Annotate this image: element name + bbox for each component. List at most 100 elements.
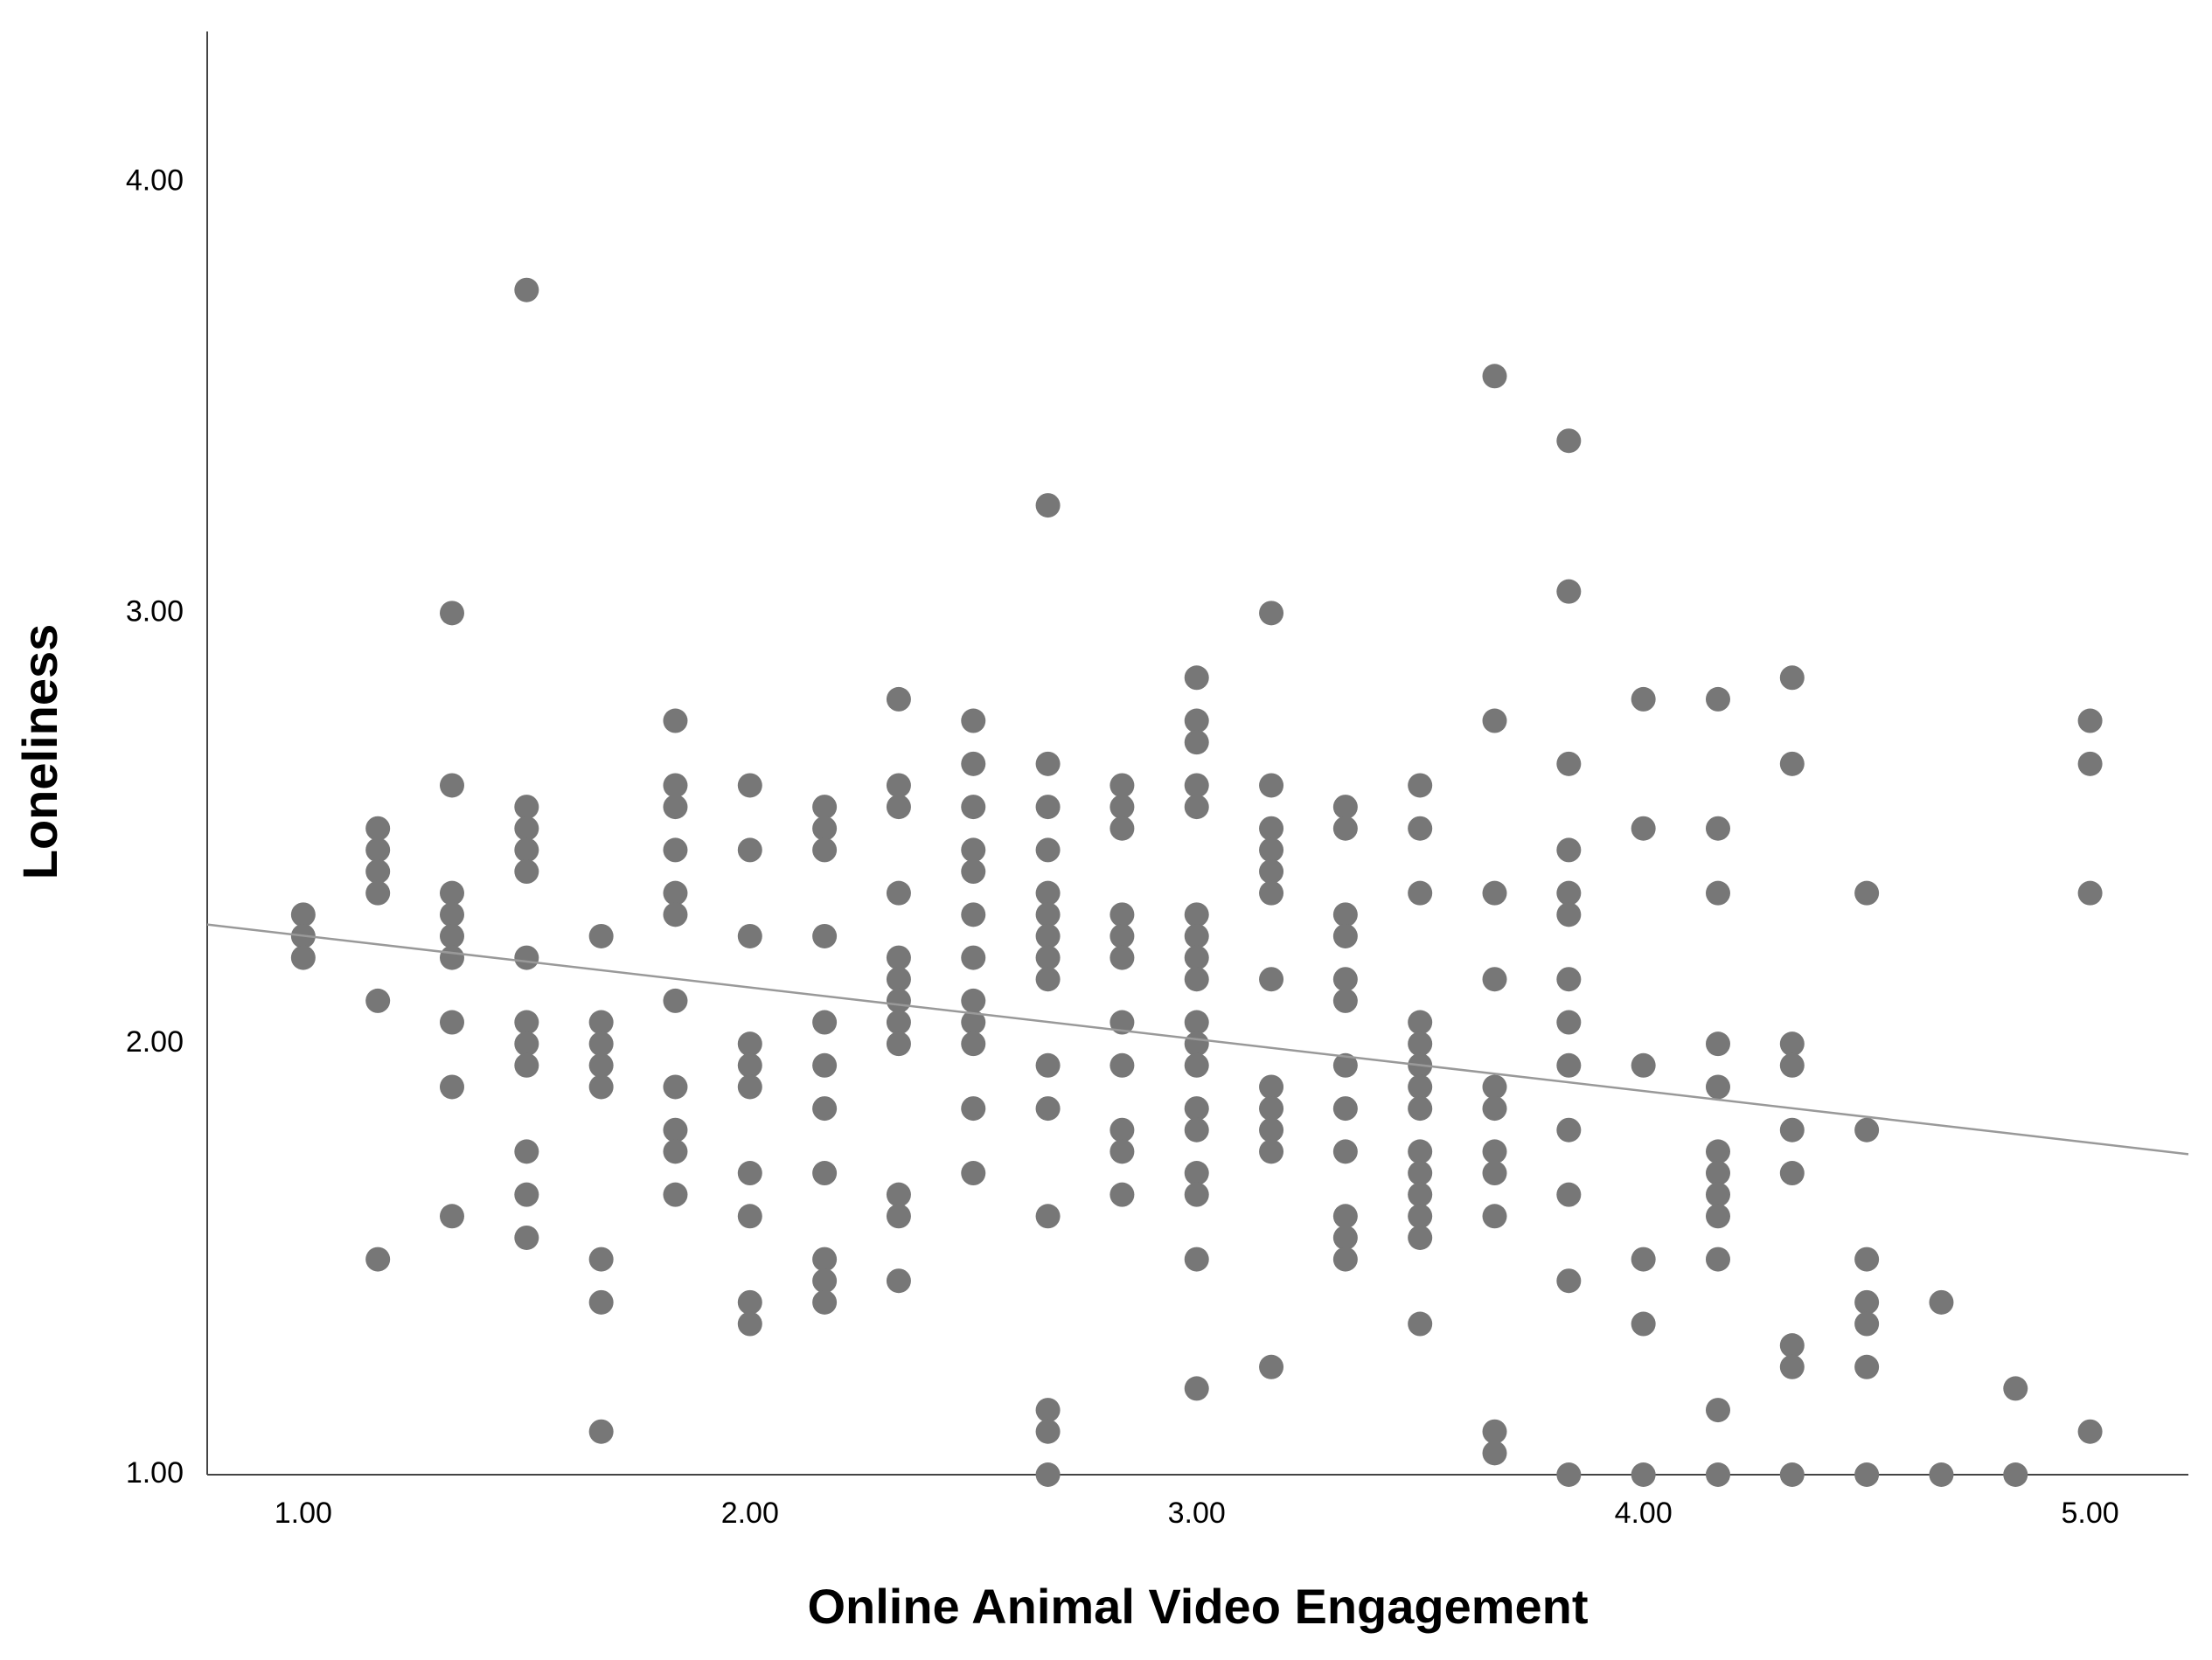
- data-point: [588, 1289, 614, 1315]
- data-point: [663, 1182, 688, 1207]
- data-point: [588, 1419, 614, 1444]
- data-point: [1631, 816, 1656, 841]
- data-point: [886, 795, 911, 820]
- data-point: [1408, 1311, 1433, 1337]
- data-point: [1556, 967, 1582, 992]
- data-point: [1705, 1204, 1730, 1229]
- data-point: [1184, 773, 1209, 798]
- data-point: [439, 923, 464, 948]
- data-point: [2077, 880, 2103, 906]
- data-point: [663, 902, 688, 927]
- data-point: [663, 837, 688, 863]
- data-point: [1184, 1096, 1209, 1122]
- data-point: [1259, 880, 1284, 906]
- y-tick-label: 1.00: [126, 1456, 184, 1490]
- data-point: [1556, 1117, 1582, 1143]
- data-point: [1035, 1398, 1061, 1423]
- data-point: [886, 1010, 911, 1035]
- data-point: [886, 686, 911, 712]
- data-point: [365, 988, 391, 1013]
- data-point: [663, 880, 688, 906]
- data-point: [1408, 1204, 1433, 1229]
- data-point: [737, 773, 762, 798]
- data-point: [1109, 816, 1135, 841]
- data-point: [439, 1074, 464, 1100]
- data-point: [1408, 1139, 1433, 1164]
- data-point: [1854, 880, 1880, 906]
- data-point: [514, 1031, 539, 1057]
- data-point: [1109, 1010, 1135, 1035]
- data-point: [1705, 1074, 1730, 1100]
- data-point: [1779, 1462, 1805, 1487]
- data-point: [1705, 1247, 1730, 1272]
- data-point: [1184, 923, 1209, 948]
- data-point: [1035, 1419, 1061, 1444]
- data-point: [961, 859, 986, 885]
- data-point: [1332, 923, 1358, 948]
- data-point: [1408, 1225, 1433, 1250]
- data-point: [886, 773, 911, 798]
- data-point: [439, 1010, 464, 1035]
- data-point: [1035, 902, 1061, 927]
- data-point: [1259, 601, 1284, 626]
- data-point: [1184, 1247, 1209, 1272]
- data-point: [1408, 1074, 1433, 1100]
- data-point: [588, 1247, 614, 1272]
- data-point: [1705, 1161, 1730, 1186]
- y-tick-label: 3.00: [126, 594, 184, 628]
- data-point: [663, 773, 688, 798]
- data-point: [1332, 1096, 1358, 1122]
- x-axis-title: Online Animal Video Engagement: [807, 1579, 1588, 1634]
- data-point: [1184, 795, 1209, 820]
- data-point: [514, 277, 539, 302]
- x-tick-label: 4.00: [1615, 1497, 1673, 1530]
- data-point: [290, 902, 316, 927]
- data-point: [1854, 1247, 1880, 1272]
- data-point: [1408, 1031, 1433, 1057]
- data-point: [1408, 773, 1433, 798]
- data-point: [1631, 1462, 1656, 1487]
- data-point: [1556, 1052, 1582, 1078]
- data-point: [1184, 1376, 1209, 1401]
- data-point: [1184, 945, 1209, 970]
- data-point: [1631, 1311, 1656, 1337]
- data-point: [961, 902, 986, 927]
- data-point: [1408, 1161, 1433, 1186]
- x-tick-label: 2.00: [721, 1497, 779, 1530]
- data-point: [1854, 1311, 1880, 1337]
- data-point: [514, 859, 539, 885]
- data-point: [1035, 493, 1061, 518]
- data-point: [1408, 1096, 1433, 1122]
- data-point: [812, 795, 838, 820]
- data-point: [737, 837, 762, 863]
- data-point: [1035, 945, 1061, 970]
- data-point: [1259, 837, 1284, 863]
- data-point: [514, 945, 539, 970]
- data-point: [737, 1161, 762, 1186]
- data-point: [1184, 1052, 1209, 1078]
- data-point: [1556, 1462, 1582, 1487]
- data-point: [1779, 751, 1805, 776]
- data-point: [737, 1289, 762, 1315]
- data-point: [1332, 1052, 1358, 1078]
- data-point: [1482, 1139, 1507, 1164]
- data-point: [1184, 1031, 1209, 1057]
- data-point: [1779, 1161, 1805, 1186]
- data-point: [1035, 923, 1061, 948]
- data-point: [1332, 988, 1358, 1013]
- data-point: [1408, 1182, 1433, 1207]
- data-point: [1854, 1354, 1880, 1379]
- data-point: [1035, 1052, 1061, 1078]
- data-point: [1408, 816, 1433, 841]
- data-point: [514, 816, 539, 841]
- data-point: [1408, 880, 1433, 906]
- data-point: [290, 945, 316, 970]
- data-point: [1332, 1247, 1358, 1272]
- data-point: [1259, 967, 1284, 992]
- data-point: [1332, 816, 1358, 841]
- data-point: [365, 816, 391, 841]
- data-point: [1109, 773, 1135, 798]
- data-point: [365, 1247, 391, 1272]
- data-point: [812, 1096, 838, 1122]
